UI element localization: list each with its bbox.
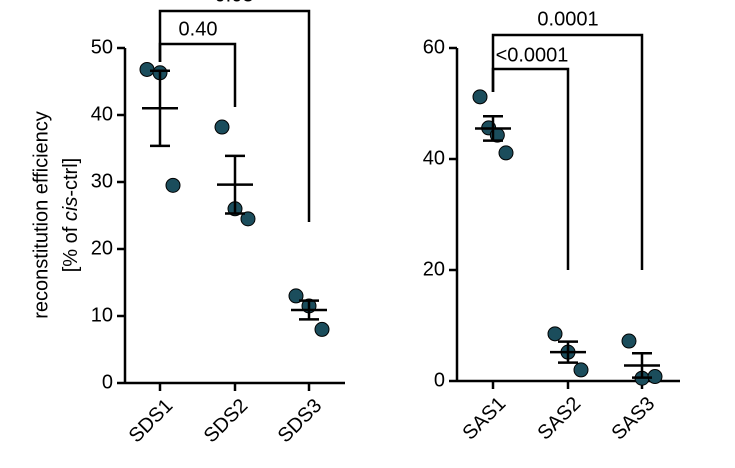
y-tick-label: 10 <box>91 304 113 326</box>
data-point <box>214 119 230 135</box>
error-bar <box>558 340 578 364</box>
error-bar <box>299 299 319 321</box>
significance-label: 0.0001 <box>537 8 598 30</box>
data-point <box>498 145 514 161</box>
x-tick-label: SDS2 <box>200 395 253 448</box>
significance-label: 0.03 <box>215 0 254 6</box>
error-bar <box>483 115 503 142</box>
y-tick-label: 40 <box>91 103 113 125</box>
y-tick-label: 60 <box>423 36 445 58</box>
y-axis-label-part: cis <box>60 197 82 221</box>
data-point <box>547 326 563 342</box>
y-tick-label: 30 <box>91 170 113 192</box>
error-bar <box>225 154 245 215</box>
y-tick-label: 20 <box>423 258 445 280</box>
significance-label: <0.0001 <box>496 44 569 66</box>
data-point <box>139 61 155 77</box>
x-tick-label: SDS3 <box>274 395 327 448</box>
x-tick-label: SAS3 <box>608 393 660 445</box>
x-tick-label: SAS1 <box>459 393 511 445</box>
y-tick-label: 0 <box>434 369 445 391</box>
significance-bracket <box>158 42 237 107</box>
y-axis-label: [% of cis-ctrl] <box>60 158 82 272</box>
y-axis-label-part: [% of <box>60 221 82 272</box>
significance-bracket <box>158 9 311 222</box>
y-tick-label: 40 <box>423 147 445 169</box>
data-point <box>621 333 637 349</box>
x-tick-label: SAS2 <box>534 393 586 445</box>
y-axis-label: reconstitution efficiency <box>30 111 52 319</box>
x-tick-label: SDS1 <box>125 395 178 448</box>
significance-label: 0.40 <box>179 18 218 40</box>
y-tick-label: 20 <box>91 237 113 259</box>
data-point <box>573 362 589 378</box>
y-tick-label: 0 <box>102 371 113 393</box>
y-tick-label: 50 <box>91 36 113 58</box>
error-bar <box>150 69 170 148</box>
data-point <box>472 89 488 105</box>
data-point <box>165 177 181 193</box>
data-point <box>240 211 256 227</box>
data-point <box>314 321 330 337</box>
y-axis-label-part: -ctrl] <box>60 158 82 197</box>
error-bar <box>632 352 652 379</box>
significance-bracket <box>491 67 570 270</box>
significance-bracket <box>491 33 644 270</box>
